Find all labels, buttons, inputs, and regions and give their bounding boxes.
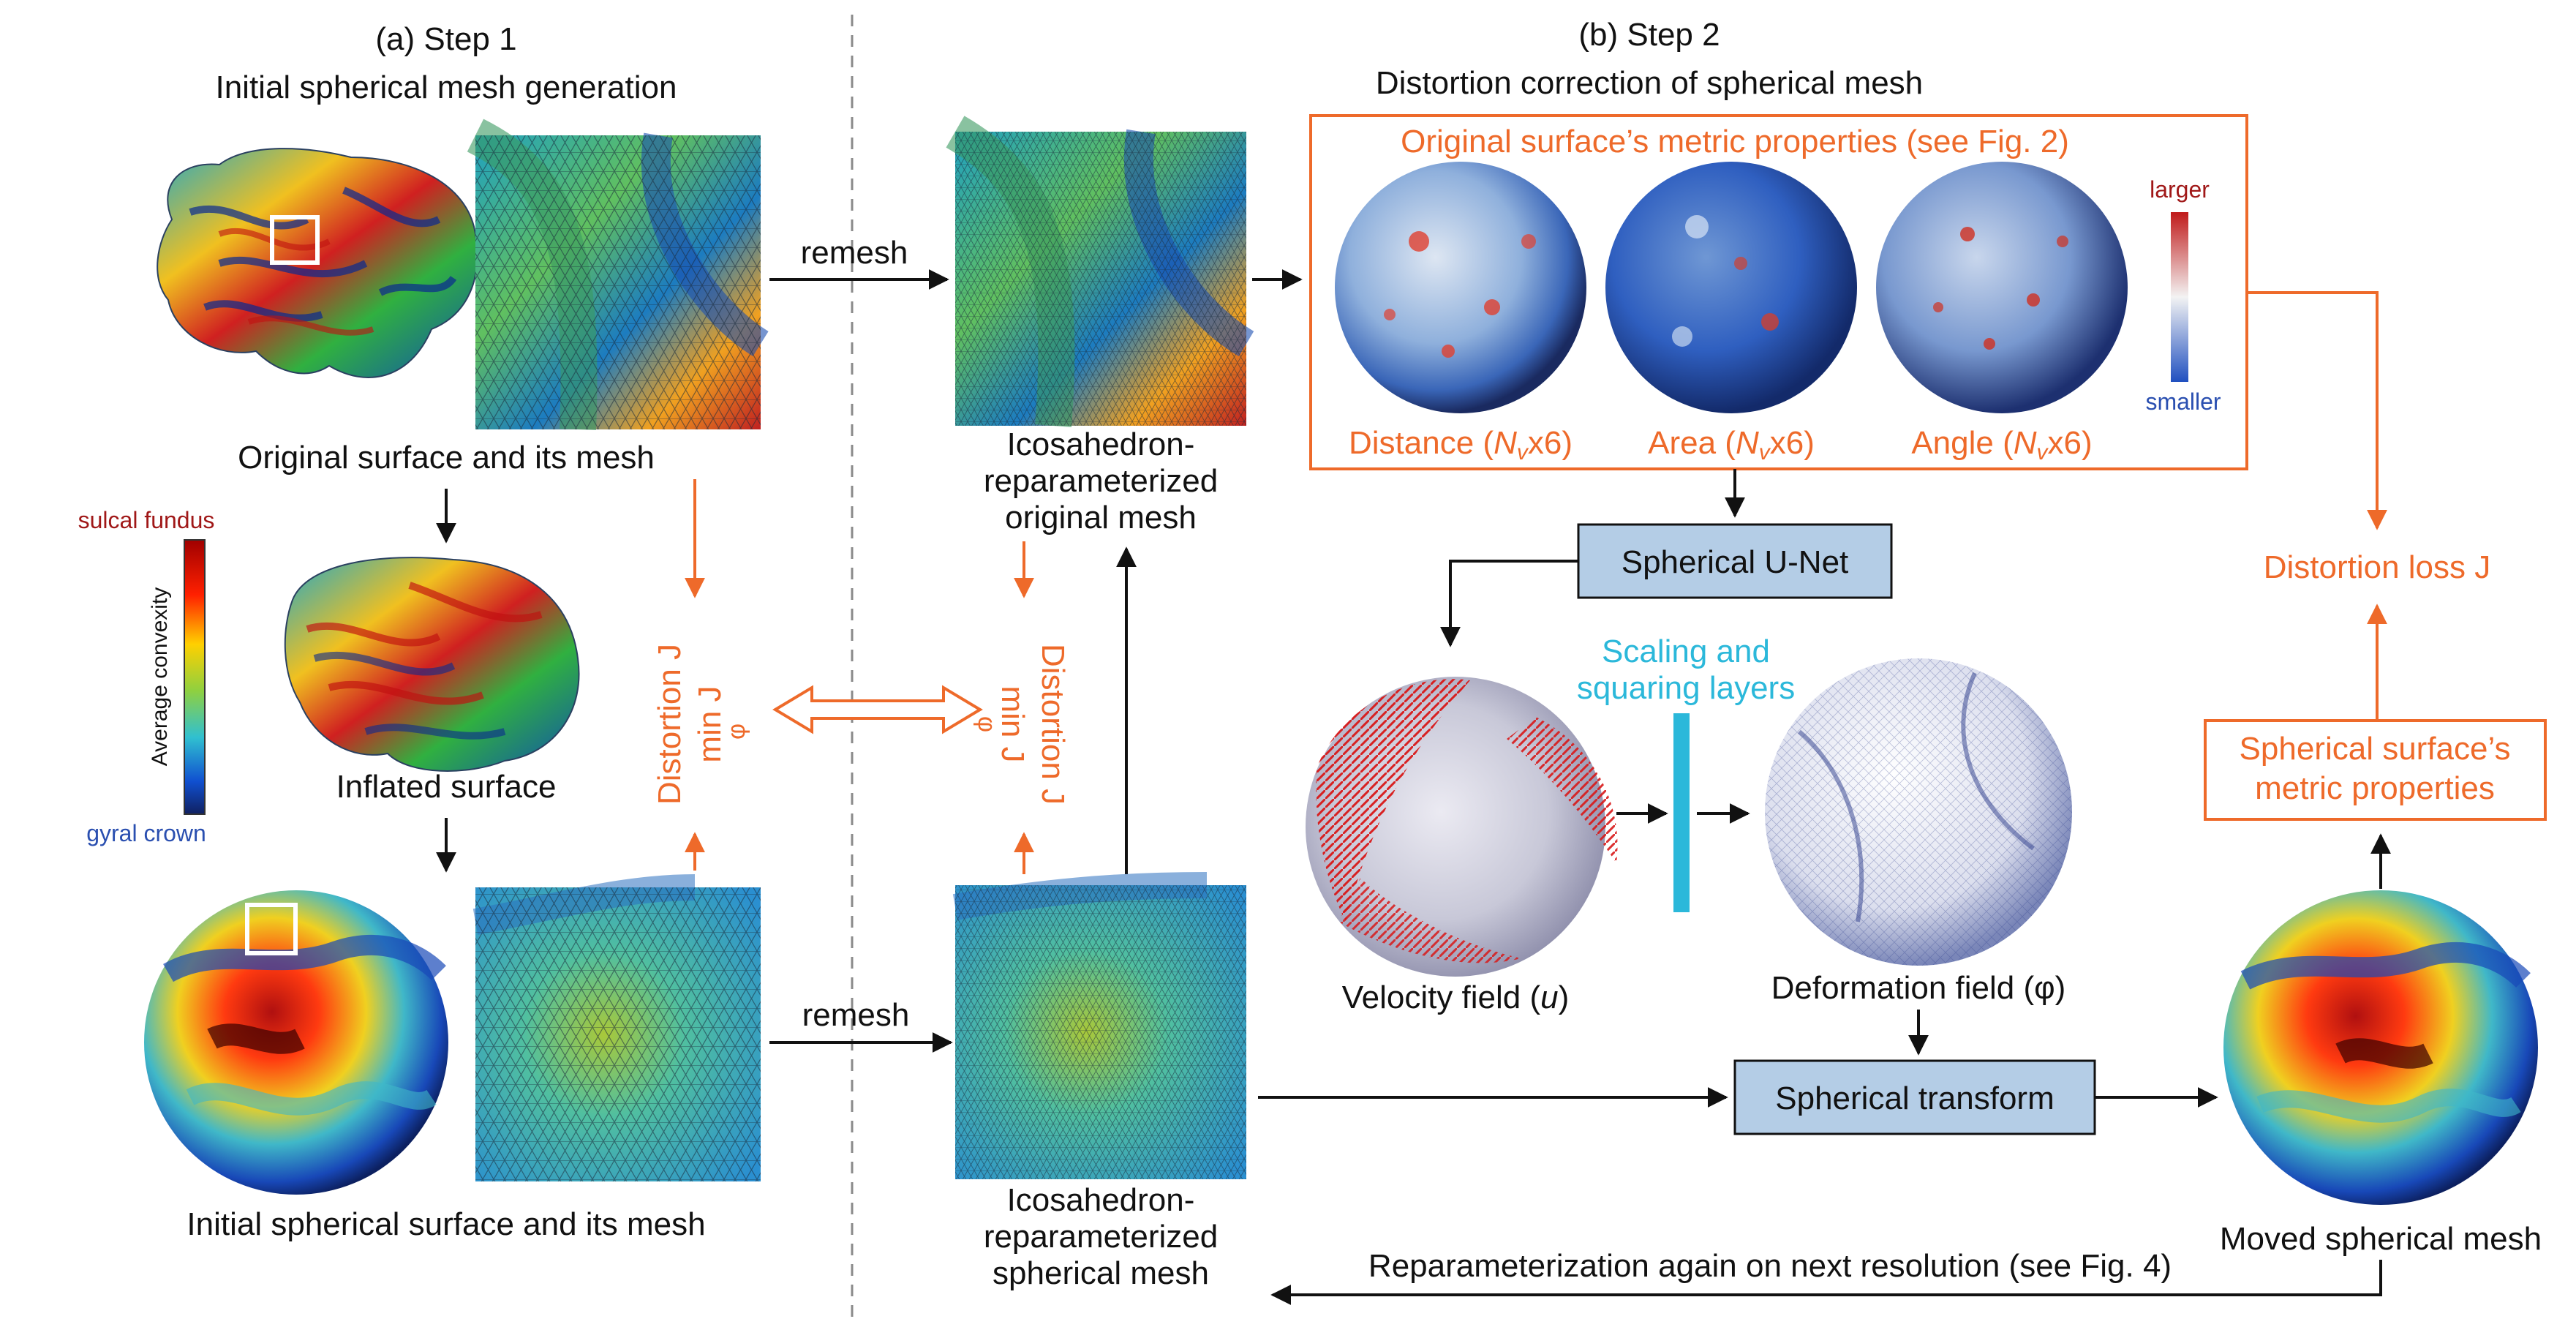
deformation-field-sphere	[1765, 658, 2072, 966]
area-label: Area (Nvx6)	[1648, 425, 1815, 465]
remesh-label-bottom: remesh	[802, 997, 910, 1033]
moved-caption: Moved spherical mesh	[2220, 1221, 2542, 1257]
icosahedron-original-mesh	[946, 116, 1254, 427]
spherical-metric-line2: metric properties	[2255, 770, 2495, 806]
distance-sphere	[1335, 162, 1586, 413]
bottom-caption-line3: spherical mesh	[993, 1255, 1209, 1291]
inflated-brain-image	[284, 557, 580, 772]
step1-title: (a) Step 1	[375, 21, 516, 57]
svg-text:min J: min J	[995, 685, 1031, 762]
bottom-caption-line2: reparameterized	[984, 1219, 1218, 1255]
spherical-metric-box	[2204, 719, 2547, 821]
min-label-step1: min J	[692, 685, 728, 762]
step1-subtitle: Initial spherical mesh generation	[215, 69, 677, 105]
metric-larger-label: larger	[2150, 176, 2210, 203]
colorbar-bottom-label: gyral crown	[86, 820, 206, 846]
initial-sphere-mesh-zoom	[472, 874, 761, 1181]
spherical-metric-line1: Spherical surface’s	[2240, 731, 2511, 767]
deformation-label: Deformation field (φ)	[1771, 970, 2066, 1006]
arrow-reparameterization-loop	[1270, 1260, 2382, 1305]
orange-connector-to-loss	[2247, 291, 2387, 530]
distortion-label-mid: Distortion J	[1035, 644, 1071, 805]
distortion-loss-label: Distortion loss J	[2264, 549, 2491, 585]
min-subscript-step1: φ	[723, 724, 750, 740]
svg-text:φ: φ	[723, 724, 750, 740]
step2-subtitle: Distortion correction of spherical mesh	[1376, 65, 1923, 101]
velocity-field-sphere	[1306, 677, 1618, 977]
step2-title: (b) Step 2	[1578, 17, 1720, 53]
inflated-caption: Inflated surface	[336, 769, 557, 805]
spherical-transform-label: Spherical transform	[1775, 1080, 2054, 1116]
angle-sphere	[1876, 162, 2128, 413]
metric-header: Original surface’s metric properties (se…	[1401, 124, 2069, 159]
velocity-label: Velocity field (u)	[1342, 980, 1570, 1015]
icosahedron-spherical-mesh	[952, 872, 1246, 1179]
min-subscript-mid: φ	[973, 716, 1001, 732]
zoom-box-sphere	[245, 903, 298, 955]
spherical-transform-box	[1733, 1059, 2096, 1135]
svg-text:φ: φ	[973, 716, 1001, 732]
colorbar-top-label: sulcal fundus	[78, 507, 215, 533]
scaling-label-line2: squaring layers	[1577, 670, 1795, 706]
zoom-box-original	[270, 215, 320, 265]
metric-colorbar	[2171, 212, 2188, 382]
svg-text:Distortion J: Distortion J	[1035, 644, 1071, 805]
reparam-label: Reparameterization again on next resolut…	[1368, 1248, 2172, 1284]
scaling-squaring-bar	[1673, 713, 1690, 912]
moved-sphere-image	[2223, 890, 2538, 1205]
scaling-label-line1: Scaling and	[1602, 634, 1770, 669]
min-label-mid: min J	[995, 685, 1031, 762]
initial-caption: Initial spherical surface and its mesh	[187, 1206, 705, 1242]
original-brain-image	[157, 148, 478, 378]
metric-smaller-label: smaller	[2145, 388, 2221, 415]
double-arrow-equivalence	[772, 685, 983, 734]
distance-label: Distance (Nvx6)	[1349, 425, 1573, 465]
top-caption-line1: Icosahedron-	[1007, 426, 1195, 462]
original-caption: Original surface and its mesh	[238, 440, 655, 476]
remesh-label-top: remesh	[801, 235, 908, 271]
initial-sphere-image	[144, 890, 448, 1195]
svg-text:min J: min J	[692, 685, 728, 762]
area-sphere	[1605, 162, 1857, 413]
colorbar-axis-label: Average convexity	[148, 587, 172, 767]
arrow-unet-to-velocity	[1440, 560, 1578, 647]
distortion-label-step1: Distortion J	[652, 644, 688, 805]
angle-label: Angle (Nvx6)	[1911, 425, 2092, 465]
original-mesh-zoom	[467, 119, 769, 430]
top-caption-line2: reparameterized	[984, 463, 1218, 499]
svg-text:Distortion J: Distortion J	[652, 644, 688, 805]
bottom-caption-line1: Icosahedron-	[1007, 1182, 1195, 1218]
top-caption-line3: original mesh	[1005, 500, 1197, 535]
spherical-unet-label: Spherical U-Net	[1622, 544, 1849, 580]
convexity-colorbar	[184, 539, 206, 815]
